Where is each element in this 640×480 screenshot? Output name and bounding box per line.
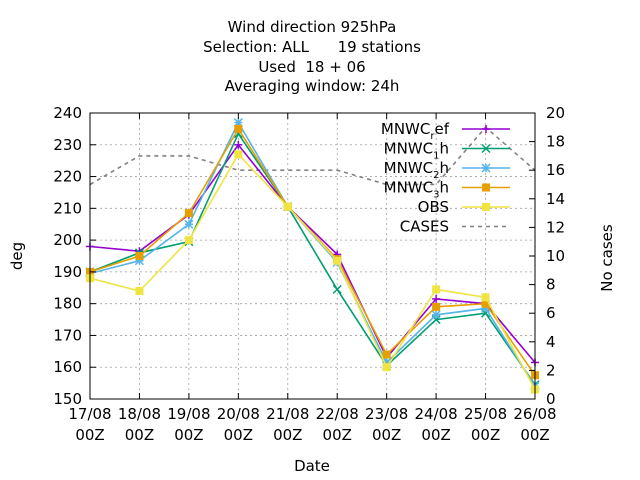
point-mnwc-3h	[135, 252, 144, 260]
title-line-2: Selection: ALL 19 stations	[203, 38, 421, 56]
y2-tick-label: 12	[546, 218, 565, 236]
legend-label: MNWC2h	[384, 159, 449, 181]
legend-entry-mnwc-2h: MNWC2h	[384, 159, 510, 181]
x-tick-label: 18/08 00Z	[118, 405, 161, 444]
legend-marker	[482, 183, 490, 192]
x-tick-label: 22/08 00Z	[316, 405, 359, 444]
series-line-obs	[89, 152, 536, 390]
series-line-mnwc-ref	[89, 143, 536, 364]
y2-tick-label: 2	[546, 361, 556, 379]
y-tick-label: 210	[53, 199, 82, 217]
x-axis-label: Date	[294, 457, 330, 475]
y2-tick-label: 16	[546, 161, 565, 179]
x-tick-label: 26/08 00Z	[513, 405, 556, 444]
legend-entry-mnwc-ref: MNWCref	[381, 120, 510, 142]
y-tick-label: 180	[53, 295, 82, 313]
y-tick-label: 170	[53, 326, 82, 344]
legend-marker	[481, 163, 491, 173]
point-obs	[333, 256, 342, 265]
y-tick-label: 230	[53, 136, 82, 154]
title-line-1: Wind direction 925hPa	[228, 18, 397, 36]
series-line-mnwc-2h	[89, 120, 536, 387]
x-tick-label: 21/08 00Z	[266, 405, 309, 444]
point-mnwc-3h	[382, 350, 391, 359]
series-mnwc-3h	[86, 124, 539, 380]
legend-marker	[481, 143, 491, 154]
point-mnwc-2h	[431, 310, 441, 320]
title-line-4: Averaging window: 24h	[225, 77, 400, 95]
x-tick-label: 17/08 00Z	[68, 405, 111, 444]
y2-tick-label: 8	[546, 276, 556, 294]
point-obs	[184, 236, 193, 245]
x-tick-label: 25/08 00Z	[464, 405, 507, 444]
series-line-mnwc-1h	[89, 132, 536, 386]
series-line-mnwc-3h	[89, 127, 536, 376]
point-obs	[382, 363, 391, 372]
y2-tick-label: 0	[546, 390, 556, 408]
point-mnwc-3h	[432, 302, 441, 311]
y2-tick-label: 4	[546, 333, 556, 351]
y-tick-label: 200	[53, 231, 82, 249]
point-mnwc-ref	[234, 140, 243, 149]
series-mnwc-ref	[86, 140, 539, 367]
point-mnwc-3h	[234, 124, 243, 133]
point-obs	[481, 293, 490, 302]
y-tick-label: 190	[53, 263, 82, 281]
y2-tick-label: 14	[546, 190, 565, 208]
legend-label: MNWC1h	[384, 140, 449, 162]
chart-title: Wind direction 925hPa Selection: ALL 19 …	[203, 18, 421, 95]
x-tick-label: 24/08 00Z	[414, 405, 457, 444]
y-tick-label: 150	[53, 390, 82, 408]
y-axis-label: deg	[8, 242, 26, 270]
legend-marker	[482, 125, 490, 133]
legend-entry-cases: CASES	[400, 218, 510, 236]
point-mnwc-2h	[184, 219, 194, 229]
y-tick-label: 240	[53, 104, 82, 122]
series-cases	[89, 126, 536, 186]
point-obs	[283, 202, 292, 211]
y2-tick-label: 6	[546, 304, 556, 322]
point-mnwc-3h	[184, 209, 193, 218]
series-mnwc-2h	[85, 118, 540, 391]
legend-label: MNWCref	[381, 120, 450, 142]
point-obs	[135, 286, 144, 295]
point-obs	[234, 150, 243, 159]
legend-entry-mnwc-1h: MNWC1h	[384, 140, 510, 162]
legend-marker	[482, 203, 490, 211]
y2-tick-label: 10	[546, 247, 565, 265]
series-line-cases	[89, 126, 536, 186]
x-tick-label: 19/08 00Z	[167, 405, 210, 444]
plot-series	[85, 118, 540, 394]
title-line-3: Used 18 + 06	[258, 58, 365, 76]
x-tick-label: 20/08 00Z	[217, 405, 260, 444]
point-mnwc-1h	[332, 284, 342, 294]
point-obs	[432, 285, 441, 294]
legend-label: MNWC3h	[384, 179, 449, 201]
legend-entry-mnwc-3h: MNWC3h	[384, 179, 510, 201]
y2-axis-label: No cases	[598, 224, 616, 292]
x-tick-label: 23/08 00Z	[365, 405, 408, 444]
y2-tick-label: 20	[546, 104, 565, 122]
y-tick-label: 160	[53, 358, 82, 376]
y2-tick-label: 18	[546, 133, 565, 151]
legend-label: CASES	[400, 218, 449, 236]
legend-label: OBS	[418, 198, 449, 216]
axes: 150 160 170 180 190 200 210 220 230 240 0 2 4 6 8 10 12 1…	[53, 104, 565, 444]
legend-entry-obs: OBS	[418, 198, 510, 216]
point-mnwc-ref	[432, 294, 441, 303]
y-tick-label: 220	[53, 168, 82, 186]
